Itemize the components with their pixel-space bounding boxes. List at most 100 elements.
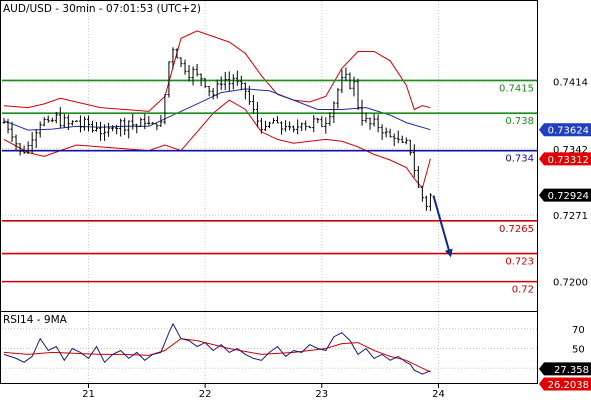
price-badge-ma-label: 0.73624 — [548, 126, 589, 137]
candle — [195, 63, 199, 77]
candle — [255, 102, 259, 128]
rsi-tick-70: 70 — [572, 325, 585, 336]
candle — [424, 195, 428, 211]
candle — [139, 117, 143, 128]
candle — [42, 117, 46, 127]
candle — [46, 115, 50, 123]
candle — [368, 117, 372, 130]
level-label-0.734: 0.734 — [505, 154, 534, 165]
candle — [304, 120, 308, 131]
rsi-panel — [0, 311, 538, 384]
candle — [388, 128, 392, 138]
candle — [163, 94, 167, 125]
rsi-badge: 27.358 — [539, 362, 591, 376]
price-badge-upper: 0.73312 — [539, 152, 591, 166]
candle — [211, 88, 215, 100]
candle — [66, 114, 70, 131]
candle — [14, 134, 18, 151]
candle — [372, 113, 376, 127]
candle — [344, 67, 348, 82]
price-badge-ma-shape — [539, 123, 591, 137]
candle — [22, 145, 26, 154]
price-badge-price: 0.72924 — [539, 188, 591, 202]
candle — [119, 118, 123, 137]
candle — [143, 113, 147, 130]
price-badge-upper-shape — [539, 152, 591, 166]
candle — [86, 115, 90, 132]
level-label-0.738: 0.738 — [505, 116, 534, 127]
rsi-indicator — [3, 322, 431, 375]
candle — [364, 112, 368, 123]
level-label-0.72: 0.72 — [512, 285, 534, 296]
time-tick-22: 22 — [199, 389, 212, 400]
price-badge-price-label: 0.72924 — [548, 191, 589, 202]
bollinger-upper — [3, 30, 431, 112]
candle — [416, 165, 420, 188]
candle — [340, 69, 344, 94]
candle — [243, 82, 247, 100]
candle — [316, 118, 320, 123]
candle — [324, 117, 328, 134]
level-label-0.7265: 0.7265 — [499, 224, 534, 235]
candle — [223, 71, 227, 90]
candle — [428, 193, 432, 212]
candle — [18, 143, 22, 156]
candle — [74, 120, 78, 122]
candle — [396, 130, 400, 144]
bollinger-bands — [3, 30, 431, 190]
candle — [296, 119, 300, 135]
candle — [247, 85, 251, 105]
candle — [34, 129, 38, 149]
candle — [50, 117, 54, 123]
candle — [308, 125, 312, 129]
candle — [380, 124, 384, 140]
candle — [404, 137, 408, 145]
candle — [111, 125, 115, 132]
candle — [62, 113, 66, 128]
time-tick-21: 21 — [82, 389, 95, 400]
candle — [183, 59, 187, 75]
candle — [70, 120, 74, 126]
candle — [231, 74, 235, 90]
chart-title: AUD/USD - 30min - 07:01:53 (UTC+2) — [3, 3, 201, 15]
rsi-ma-badge-label: 26.2038 — [548, 380, 589, 391]
rsi-badge-label: 27.358 — [554, 365, 589, 376]
candle — [328, 112, 332, 126]
candle — [251, 95, 255, 114]
candle — [175, 48, 179, 59]
candle — [115, 124, 119, 135]
candle — [336, 87, 340, 109]
candle — [6, 118, 10, 134]
candle — [78, 115, 82, 133]
candle — [356, 78, 360, 111]
price-tick-0.7200: 0.7200 — [553, 278, 588, 289]
candle — [239, 75, 243, 91]
candle — [292, 125, 296, 133]
candle — [179, 57, 183, 68]
price-tick-0.7271: 0.7271 — [553, 211, 588, 222]
candle — [10, 121, 14, 142]
candle — [284, 120, 288, 132]
candle — [127, 120, 131, 139]
price-tick-0.7414: 0.7414 — [553, 77, 588, 88]
candle — [332, 101, 336, 123]
forecast-arrow-line — [432, 195, 453, 258]
rsi-ma-badge: 26.2038 — [539, 377, 591, 391]
candle — [412, 144, 416, 178]
price-badge-ma: 0.73624 — [539, 123, 591, 137]
candle — [123, 117, 127, 135]
candle — [227, 71, 231, 92]
candle — [103, 124, 107, 141]
price-axis-labels: 0.7414 0.7342 0.7271 0.7200 — [553, 77, 588, 288]
candle — [82, 116, 86, 131]
price-panel — [0, 0, 538, 312]
candle — [151, 121, 155, 125]
rsi-grid — [2, 312, 537, 383]
candle — [135, 123, 139, 134]
candle — [300, 122, 304, 132]
price-levels: 0.7415 0.738 0.734 0.7265 0.723 0.72 — [2, 79, 537, 296]
candle — [280, 121, 284, 135]
candle — [58, 107, 62, 128]
candle — [276, 116, 280, 124]
